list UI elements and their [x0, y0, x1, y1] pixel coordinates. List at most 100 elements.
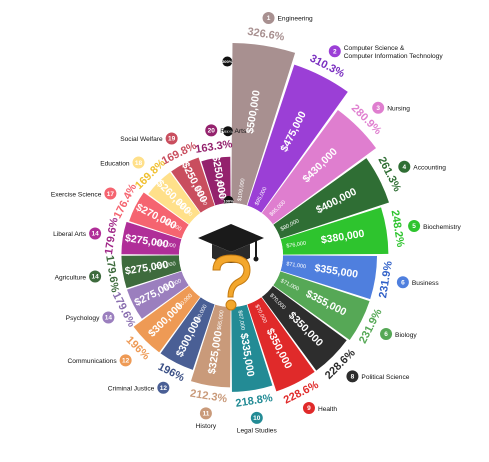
rank-number: 8	[351, 374, 355, 381]
bar-4	[273, 158, 389, 239]
category-name: Engineering	[278, 16, 314, 23]
rank-badge	[262, 11, 275, 24]
scale-marker-dot	[222, 126, 233, 137]
rank-number: 10	[253, 415, 261, 422]
category-name: Agriculture	[55, 274, 87, 281]
rank-badge	[346, 370, 359, 383]
start-salary-label: $55,000	[155, 241, 176, 250]
category-name: Nursing	[387, 106, 410, 113]
category-name: Business	[412, 280, 439, 287]
bar-8	[261, 285, 347, 371]
bars-layer	[121, 43, 389, 392]
rank-number: 20	[208, 128, 216, 135]
start-salary-label: $50,000	[216, 180, 225, 201]
rank-badge	[398, 160, 411, 173]
growth-label: 231.9%	[377, 260, 395, 299]
rank-number: 14	[105, 315, 113, 322]
rank-badge	[302, 402, 315, 415]
category-name: Legal Studies	[237, 428, 278, 435]
category-name: Fine Arts	[220, 128, 247, 135]
rank-number: 12	[160, 385, 168, 392]
rank-badge	[89, 270, 102, 283]
category-name: Computer Information Technology	[344, 53, 444, 60]
bar-19	[171, 157, 215, 213]
rank-badge	[372, 101, 385, 114]
category-name: Biology	[395, 332, 417, 339]
rank-number: 11	[202, 411, 209, 418]
category-name: Computer Science &	[344, 45, 405, 52]
category-name: Exercise Science	[51, 191, 102, 198]
scale-markers: 300% 200% 100%	[222, 56, 234, 206]
rank-badge	[104, 187, 117, 200]
start-salary-label: $71,000	[286, 261, 307, 270]
rank-badge	[199, 407, 212, 420]
rank-number: 5	[412, 223, 416, 230]
bar-16	[121, 221, 182, 255]
bar-12	[160, 297, 215, 370]
rank-number: 14	[91, 274, 99, 281]
bar-10	[231, 304, 273, 392]
rank-badge	[408, 220, 421, 233]
category-name: Communications	[68, 358, 118, 365]
category-name: Accounting	[413, 164, 446, 171]
rank-badge	[205, 124, 218, 137]
bar-3	[261, 109, 377, 225]
rank-number: 6	[384, 331, 388, 338]
rank-number: 14	[91, 231, 99, 238]
rank-number: 18	[135, 160, 143, 167]
scale-marker-label: 100%	[223, 198, 234, 203]
rank-badge	[165, 132, 178, 145]
rank-badge	[102, 311, 115, 324]
rank-badge	[119, 354, 132, 367]
start-salary-label: $109,000	[237, 178, 247, 202]
rank-number: 19	[168, 136, 176, 143]
category-name: Social Welfare	[120, 136, 163, 143]
bar-6	[280, 255, 378, 300]
rank-badge	[328, 45, 341, 58]
rank-badge	[250, 411, 263, 424]
category-name: Political Science	[361, 374, 409, 381]
rank-number: 3	[376, 105, 380, 112]
rank-badge	[157, 381, 170, 394]
bar-17	[129, 192, 189, 239]
growth-label: 248.2%	[389, 209, 407, 248]
rank-number: 1	[267, 15, 271, 22]
category-name: Psychology	[66, 315, 100, 322]
bar-1	[231, 43, 296, 206]
bar-13	[133, 285, 201, 353]
bar-5	[280, 207, 389, 255]
category-name: Education	[100, 160, 130, 167]
growth-label: 212.3%	[189, 388, 228, 406]
growth-label: 163.3%	[195, 138, 234, 156]
category-name: Biochemistry	[423, 224, 461, 231]
start-salary-label: $55,000	[156, 261, 177, 270]
rank-badge	[380, 328, 393, 341]
growth-label: 179.6%	[103, 254, 121, 293]
bar-11	[190, 304, 231, 388]
rank-number: 4	[402, 164, 406, 171]
rank-number: 6	[401, 279, 405, 286]
growth-label: 326.6%	[247, 26, 286, 44]
category-name: Health	[318, 406, 337, 413]
bar-14	[127, 271, 189, 319]
scale-marker-label: 300%	[222, 59, 233, 64]
growth-label: 218.8%	[235, 392, 274, 410]
bar-15	[121, 255, 182, 289]
bar-9	[247, 297, 315, 392]
question-mark-icon	[212, 254, 251, 311]
scale-marker-label: 200%	[223, 129, 234, 134]
bar-7	[273, 271, 370, 341]
category-name: History	[196, 423, 217, 430]
bar-20	[201, 156, 231, 206]
rank-number: 12	[122, 358, 130, 365]
scale-marker-dot	[222, 56, 233, 67]
rank-badge	[89, 227, 102, 240]
bar-2	[247, 64, 348, 213]
category-name: Criminal Justice	[108, 386, 155, 393]
center-emblem	[179, 203, 283, 311]
rank-badge	[396, 276, 409, 289]
rank-badge	[132, 156, 145, 169]
start-salary-label: $65,000	[217, 310, 226, 331]
start-salary-label: $76,000	[286, 241, 307, 250]
